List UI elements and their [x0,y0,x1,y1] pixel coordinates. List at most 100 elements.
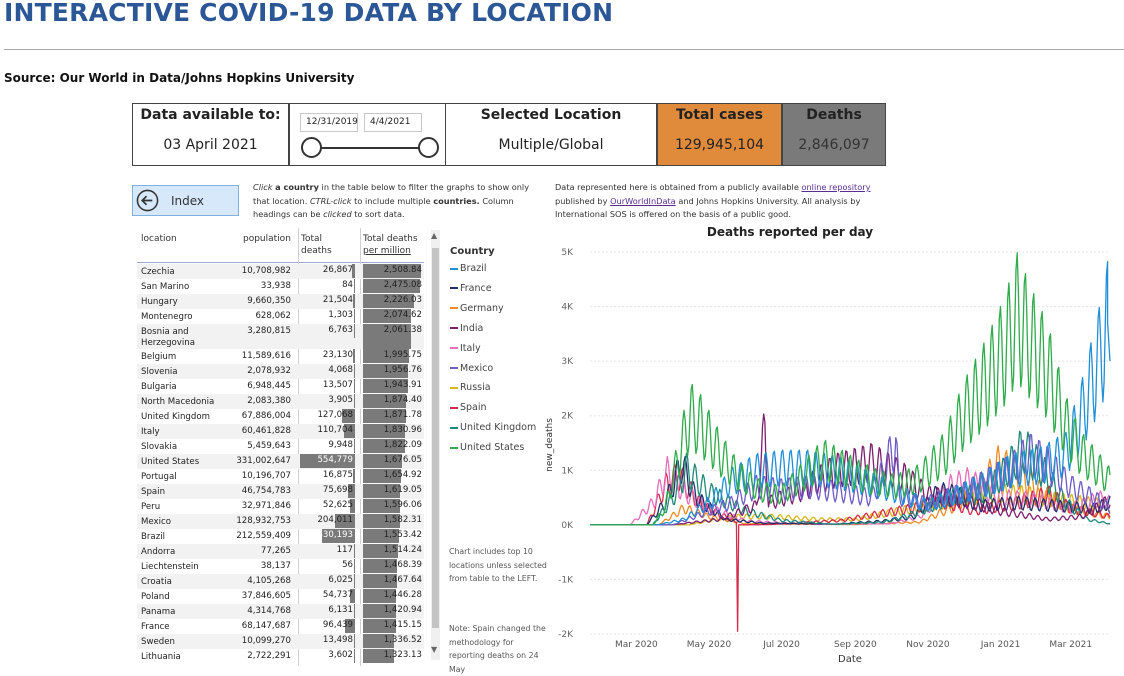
cell-population: 5,459,643 [247,441,291,451]
deaths-bar [322,529,355,543]
table-row[interactable]: Belgium 11,589,616 23,130 1,995.75 [137,349,424,364]
legend-item[interactable]: India [450,323,483,334]
dpm-bar [363,279,421,293]
ourworldindata-link[interactable]: OurWorldInData [610,195,676,206]
cell-location: Andorra [141,547,176,557]
instr-t1: in the table below to filter the graphs … [253,182,530,206]
table-row[interactable]: Montenegro 628,062 1,303 2,074.62 [137,309,424,324]
date-end-input[interactable]: 4/4/2021 [364,113,422,132]
cell-total-deaths: 6,025 [300,574,355,588]
table-row[interactable]: North Macedonia 2,083,380 3,905 1,874.40 [137,394,424,409]
table-row[interactable]: Bosnia and Herzegovina 3,280,815 6,763 2,061… [137,324,424,349]
dpm-bar [363,634,394,648]
legend-item[interactable]: Germany [450,303,504,314]
table-row[interactable]: San Marino 33,938 84 2,475.08 [137,279,424,294]
scroll-up-icon[interactable]: ▲ [431,231,438,240]
table-row[interactable]: Lithuania 2,722,291 3,602 1,323.13 [137,649,424,664]
scroll-down-icon[interactable]: ▼ [431,645,438,654]
deaths-value: 56 [342,560,353,570]
cell-total-deaths: 117 [300,544,355,558]
header-total-deaths[interactable]: Total deaths [301,233,332,257]
cell-population: 212,559,409 [236,531,291,541]
table-row[interactable]: Poland 37,846,605 54,737 1,446.28 [137,589,424,604]
data-source-note: Data represented here is obtained from a… [555,181,875,222]
online-repository-link[interactable]: online repository [801,182,871,192]
cell-deaths-per-million: 1,654.92 [363,469,424,483]
dpm-bar [363,529,399,543]
instr-click: Click [253,182,273,192]
header-population[interactable]: population [243,234,291,244]
table-row[interactable]: France 68,147,687 96,439 1,415.15 [137,619,424,634]
dpm-value: 1,582.31 [383,515,422,525]
table-row[interactable]: Mexico 128,932,753 204,011 1,582.31 [137,514,424,529]
deaths-bar [342,409,355,423]
cell-deaths-per-million: 1,446.28 [363,589,424,603]
table-row[interactable]: Slovakia 5,459,643 9,948 1,822.09 [137,439,424,454]
table-row[interactable]: Slovenia 2,078,932 4,068 1,956.76 [137,364,424,379]
cell-population: 6,948,445 [247,381,291,391]
dpm-bar [363,424,406,438]
legend-item[interactable]: United States [450,442,524,453]
legend-item[interactable]: Italy [450,343,481,354]
date-slider-track[interactable] [311,147,428,149]
header-deaths-per-million[interactable]: Total deaths per million [363,233,418,257]
deaths-bar [354,649,355,663]
table-row[interactable]: Sweden 10,099,270 13,498 1,336.52 [137,634,424,649]
table-row[interactable]: Spain 46,754,783 75,698 1,619.05 [137,484,424,499]
table-row[interactable]: Liechtenstein 38,137 56 1,468.39 [137,559,424,574]
x-tick-label: Jul 2020 [762,640,800,650]
cell-population: 77,265 [260,546,291,556]
table-row[interactable]: Bulgaria 6,948,445 13,507 1,943.91 [137,379,424,394]
table-row[interactable]: Hungary 9,660,350 21,504 2,226.03 [137,294,424,309]
table-row[interactable]: United States 331,002,647 554,779 1,676.05 [137,454,424,469]
table-row[interactable]: United Kingdom 67,886,004 127,068 1,871.78 [137,409,424,424]
index-button[interactable]: Index [132,185,239,216]
legend-item[interactable]: Mexico [450,363,493,374]
y-tick-label: 4K [561,303,574,313]
legend-item[interactable]: Spain [450,402,487,413]
table-scroll-thumb[interactable] [432,248,439,628]
table-row[interactable]: Italy 60,461,828 110,704 1,830.96 [137,424,424,439]
x-tick-label: Mar 2021 [1049,640,1092,650]
cell-total-deaths: 554,779 [300,454,355,468]
cell-deaths-per-million: 2,226.03 [363,294,424,308]
cell-deaths-per-million: 1,995.75 [363,349,424,363]
cell-deaths-per-million: 1,415.15 [363,619,424,633]
date-slider-start-handle[interactable] [301,137,322,158]
deaths-value: 13,498 [322,635,353,645]
dpm-value: 1,654.92 [383,470,422,480]
table-row[interactable]: Croatia 4,105,268 6,025 1,467.64 [137,574,424,589]
total-cases-value: 129,945,104 [674,137,765,153]
table-row[interactable]: Andorra 77,265 117 1,514.24 [137,544,424,559]
deaths-value: 3,602 [328,650,353,660]
cell-location: Slovenia [141,367,178,377]
series-line-brazil [590,261,1111,526]
cell-population: 10,196,707 [241,471,291,481]
header-location[interactable]: location [141,234,177,244]
data-available-value: 03 April 2021 [163,137,258,153]
legend-item[interactable]: Brazil [450,263,487,274]
cell-deaths-per-million: 1,468.39 [363,559,424,573]
legend-item[interactable]: France [450,283,492,294]
legend-swatch [450,367,458,369]
cell-location: North Macedonia [141,397,215,407]
cell-total-deaths: 54,737 [300,589,355,603]
legend-item[interactable]: Russia [450,382,491,393]
deaths-value: 96,439 [322,620,353,630]
date-start-input[interactable]: 12/31/2019 [300,113,358,132]
date-slider-end-handle[interactable] [418,137,439,158]
table-row[interactable]: Peru 32,971,846 52,625 1,596.06 [137,499,424,514]
dpm-bar [363,589,397,603]
table-row[interactable]: Brazil 212,559,409 330,193 1,553.42 [137,529,424,544]
dpm-value: 1,514.24 [383,545,422,555]
cell-total-deaths: 75,698 [300,484,355,498]
deaths-value: 84 [342,280,353,290]
back-arrow-icon [136,189,159,212]
table-row[interactable]: Panama 4,314,768 6,131 1,420.94 [137,604,424,619]
source-note-t1: Data represented here is obtained from a… [555,182,799,192]
table-row[interactable]: Czechia 10,708,982 26,867 2,508.84 [137,264,424,279]
cell-total-deaths: 13,507 [300,379,355,393]
table-row[interactable]: Portugal 10,196,707 16,875 1,654.92 [137,469,424,484]
legend-item[interactable]: United Kingdom [450,422,536,433]
cell-population: 2,083,380 [247,396,291,406]
